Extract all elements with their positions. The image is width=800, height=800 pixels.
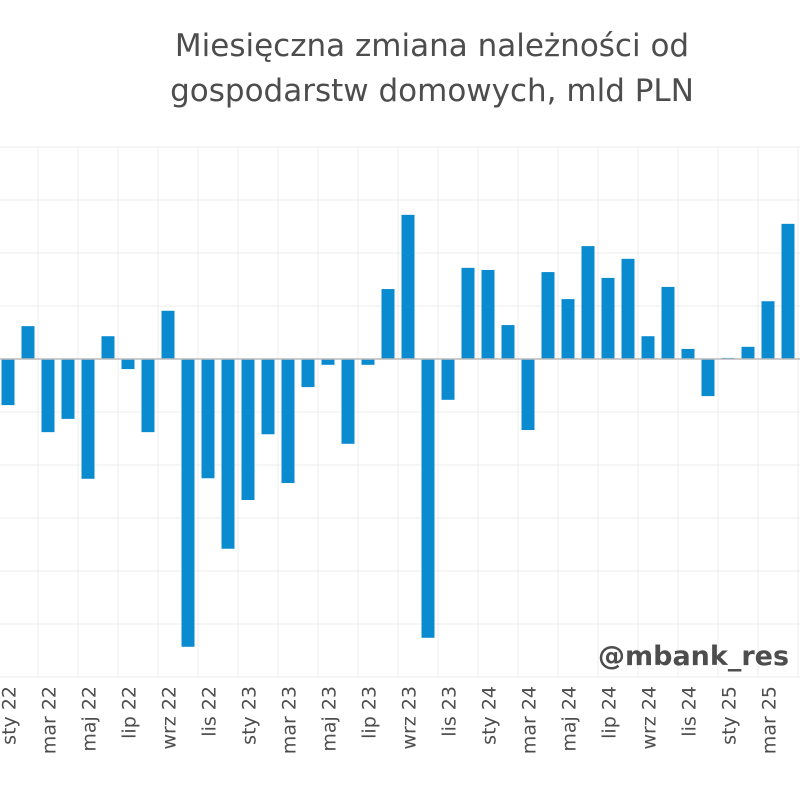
x-tick-label: lip 22: [119, 686, 141, 739]
bar: [1, 359, 15, 406]
bar: [221, 359, 235, 549]
bar: [21, 326, 35, 359]
x-tick-label: lis 23: [439, 686, 461, 737]
x-tick-label: lip 24: [599, 686, 621, 739]
bar: [601, 277, 615, 359]
bar: [581, 246, 595, 359]
bar: [561, 299, 575, 359]
bar: [201, 359, 215, 479]
bar: [781, 223, 795, 359]
bar: [421, 359, 435, 638]
chart-title: gospodarstw domowych, mld PLN: [170, 73, 694, 109]
bar: [241, 359, 255, 500]
bars: [1, 214, 795, 647]
bar: [461, 267, 475, 359]
bar: [741, 346, 755, 359]
bar: [541, 272, 555, 359]
x-tick-label: sty 25: [719, 686, 741, 745]
bar: [341, 359, 355, 444]
x-tick-label: mar 22: [39, 686, 61, 754]
x-tick-label: mar 24: [519, 686, 541, 754]
bar: [301, 359, 315, 388]
bar: [261, 359, 275, 435]
bar: [661, 286, 675, 359]
bar: [381, 289, 395, 359]
bar: [61, 359, 75, 419]
bar: [121, 359, 135, 370]
x-tick-label: wrz 23: [399, 686, 421, 750]
bar: [181, 359, 195, 647]
bar: [441, 359, 455, 400]
x-tick-label: wrz 22: [159, 686, 181, 750]
x-tick-label: maj 22: [79, 686, 101, 752]
x-tick-label: lis 24: [679, 686, 701, 737]
bar: [161, 310, 175, 359]
x-tick-label: wrz 24: [639, 686, 661, 750]
bar: [101, 336, 115, 359]
bar: [621, 258, 635, 359]
bar: [701, 359, 715, 397]
watermark: @mbank_res: [598, 641, 789, 672]
chart-title: Miesięczna zmiana należności od: [175, 28, 689, 64]
x-tick-label: lis 22: [199, 686, 221, 737]
bar: [641, 336, 655, 359]
x-tick-label: sty 24: [479, 686, 501, 745]
bar: [521, 359, 535, 431]
bar: [361, 359, 375, 365]
x-tick-label: lip 23: [359, 686, 381, 739]
bar: [481, 269, 495, 359]
x-tick-label: sty 22: [0, 686, 21, 745]
bar: [141, 359, 155, 433]
bar: [281, 359, 295, 484]
bar: [81, 359, 95, 479]
bar: [401, 214, 415, 359]
bar: [321, 359, 335, 365]
x-tick-label: mar 23: [279, 686, 301, 754]
bar: [761, 301, 775, 359]
x-tick-label: sty 23: [239, 686, 261, 745]
x-tick-label: maj 24: [559, 686, 581, 752]
bar: [681, 348, 695, 359]
x-tick-label: maj 23: [319, 686, 341, 752]
x-tick-label: mar 25: [759, 686, 781, 754]
bar: [501, 325, 515, 359]
bar: [41, 359, 55, 433]
grid: [0, 146, 800, 678]
